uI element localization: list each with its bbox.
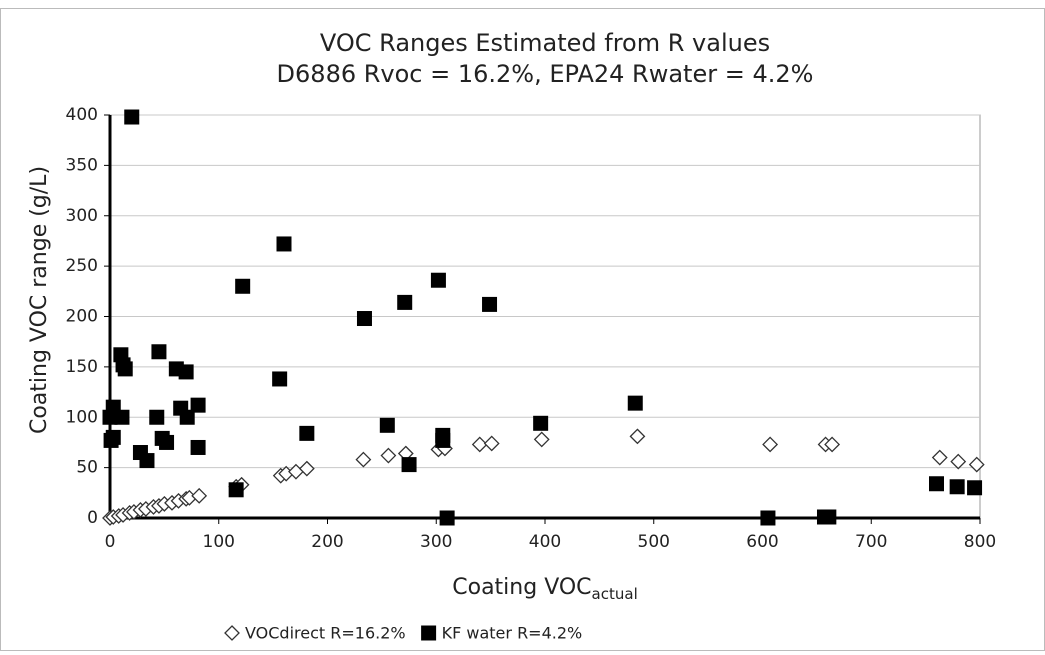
diamond-marker <box>483 435 500 452</box>
legend-label: VOCdirect R=16.2% <box>245 624 406 643</box>
y-tick-label: 250 <box>66 256 98 276</box>
diamond-marker <box>931 449 948 466</box>
chart-subtitle: D6886 Rvoc = 16.2%, EPA24 Rwater = 4.2% <box>277 60 814 88</box>
square-marker <box>299 425 315 441</box>
square-marker <box>482 296 498 312</box>
chart-frame <box>0 8 1045 651</box>
y-tick-label: 100 <box>66 407 98 427</box>
square-marker <box>178 364 194 380</box>
x-tick-label: 400 <box>529 532 561 552</box>
square-marker <box>821 509 837 525</box>
diamond-marker <box>298 460 315 477</box>
square-marker <box>272 371 288 387</box>
legend-marker <box>421 625 437 641</box>
x-tick-label: 800 <box>964 532 996 552</box>
y-tick-label: 0 <box>87 508 98 528</box>
x-axis-label: Coating VOCactual <box>452 575 637 603</box>
diamond-marker <box>355 451 372 468</box>
square-marker <box>139 453 155 469</box>
y-tick-label: 300 <box>66 206 98 226</box>
square-marker <box>533 415 549 431</box>
diamond-marker <box>629 428 646 445</box>
square-marker <box>760 510 776 526</box>
square-marker <box>151 344 167 360</box>
square-marker <box>435 432 451 448</box>
square-marker <box>929 476 944 492</box>
x-tick-label: 0 <box>105 532 116 552</box>
x-tick-label: 500 <box>638 532 670 552</box>
square-marker <box>967 480 983 496</box>
chart-title: VOC Ranges Estimated from R values <box>320 29 770 57</box>
x-tick-label: 700 <box>855 532 887 552</box>
diamond-marker <box>824 436 841 453</box>
diamond-marker <box>950 453 967 470</box>
square-marker <box>276 236 292 252</box>
square-marker <box>114 409 130 425</box>
diamond-marker <box>533 431 550 448</box>
square-marker <box>356 311 372 327</box>
square-marker <box>430 272 446 288</box>
square-marker <box>627 395 643 411</box>
diamond-marker <box>968 456 985 473</box>
square-marker <box>379 417 395 433</box>
diamond-marker <box>471 436 488 453</box>
square-marker <box>397 294 413 310</box>
x-tick-label: 200 <box>311 532 343 552</box>
y-tick-label: 400 <box>66 105 98 125</box>
square-marker <box>159 434 175 450</box>
y-axis-label: Coating VOC range (g/L) <box>27 166 52 434</box>
diamond-marker <box>380 447 397 464</box>
square-marker <box>149 409 165 425</box>
square-marker <box>439 510 455 526</box>
x-axis-label-main: Coating VOC <box>452 575 591 600</box>
legend-label: KF water R=4.2% <box>442 624 583 643</box>
diamond-marker <box>762 436 779 453</box>
square-marker <box>949 479 965 495</box>
y-tick-label: 150 <box>66 357 98 377</box>
x-tick-label: 100 <box>203 532 235 552</box>
diamond-marker <box>191 487 208 504</box>
y-tick-label: 200 <box>66 307 98 327</box>
legend-marker <box>224 625 240 641</box>
x-tick-label: 600 <box>746 532 778 552</box>
square-marker <box>401 457 417 473</box>
square-marker <box>179 409 195 425</box>
square-marker <box>124 109 140 125</box>
square-marker <box>190 439 206 455</box>
y-tick-label: 50 <box>76 458 98 478</box>
x-tick-label: 300 <box>420 532 452 552</box>
square-marker <box>235 278 251 294</box>
square-marker <box>228 482 244 498</box>
square-marker <box>105 429 121 445</box>
y-tick-label: 350 <box>66 155 98 175</box>
x-axis-label-subscript: actual <box>592 585 638 603</box>
square-marker <box>117 361 133 377</box>
square-marker <box>190 397 206 413</box>
